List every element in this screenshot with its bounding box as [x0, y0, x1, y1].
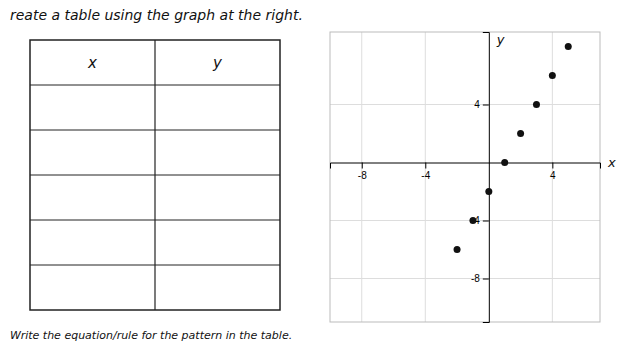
point [501, 159, 508, 166]
table-row-line [30, 130, 280, 131]
y-tick-label: -8 [471, 273, 480, 284]
grid-line-y [330, 220, 600, 221]
y-axis-label: y [496, 32, 505, 47]
point [469, 217, 476, 224]
y-tick-mark [483, 221, 489, 222]
x-tick-mark [552, 163, 553, 169]
grid-line-y [330, 278, 600, 279]
point [565, 43, 572, 50]
y-tick-mark [483, 279, 489, 280]
annotation: Write the equation/rule for the pattern … [10, 329, 292, 342]
grid-line-y [330, 104, 600, 105]
x-tick: 4 [550, 163, 556, 181]
y-axis: -8-44 [471, 33, 489, 323]
grid [330, 32, 600, 322]
points [454, 43, 572, 253]
point [549, 72, 556, 79]
table-header: x [87, 54, 97, 72]
title: reate a table using the graph at the rig… [10, 7, 303, 23]
x-axis: -8 -4 4 [331, 163, 601, 181]
table: xy [30, 40, 280, 310]
point [533, 101, 540, 108]
plot-frame [330, 32, 600, 322]
table-border [30, 40, 280, 310]
y-tick: -8 [471, 273, 489, 284]
x-tick-mark [425, 163, 426, 169]
table-row-line [30, 175, 280, 176]
point [454, 246, 461, 253]
y-tick-label: 4 [474, 99, 480, 110]
y-axis-line [483, 33, 490, 323]
point [517, 130, 524, 137]
x-axis-line [331, 163, 601, 169]
table-row-line [30, 85, 280, 86]
x-tick: -8 [358, 163, 367, 181]
x-axis-label: x [607, 155, 616, 170]
point [485, 188, 492, 195]
chart: reate a table using the graph at the rig… [0, 0, 638, 349]
x-tick-label: -8 [358, 170, 367, 181]
x-tick: -4 [421, 163, 430, 181]
y-tick: 4 [474, 99, 489, 110]
x-tick-label: -4 [421, 170, 430, 181]
x-tick-mark [362, 163, 363, 169]
x-tick-label: 4 [550, 170, 556, 181]
table-row-line [30, 220, 280, 221]
table-header: y [212, 54, 223, 72]
table-row-line [30, 265, 280, 266]
y-tick-mark [483, 105, 489, 106]
